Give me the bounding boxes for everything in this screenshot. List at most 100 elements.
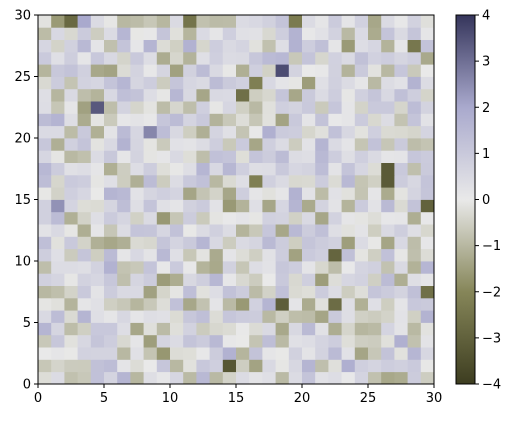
heatmap-cell	[77, 15, 92, 28]
heatmap-cell	[156, 64, 171, 77]
heatmap-cell	[394, 347, 408, 360]
heatmap-cell	[156, 273, 171, 286]
heatmap-cell	[288, 334, 303, 348]
heatmap-cell	[275, 236, 290, 250]
heatmap-cell	[104, 125, 118, 139]
heatmap-cell	[196, 347, 210, 360]
heatmap-cell	[51, 359, 65, 373]
heatmap-cell	[38, 334, 52, 348]
heatmap-cell	[249, 236, 263, 250]
heatmap-cell	[77, 138, 92, 151]
heatmap-cell	[407, 125, 422, 139]
heatmap-cell	[249, 310, 263, 323]
heatmap-cell	[249, 359, 263, 373]
heatmap-cell	[156, 359, 171, 373]
heatmap-cell	[183, 150, 197, 163]
heatmap-cell	[394, 15, 408, 28]
heatmap-cell	[170, 236, 184, 250]
heatmap-cell	[420, 359, 435, 373]
heatmap-cell	[407, 236, 422, 250]
heatmap-cell	[51, 39, 65, 53]
heatmap-cell	[196, 211, 210, 225]
heatmap-cell	[394, 162, 408, 176]
heatmap-cell	[143, 273, 158, 286]
heatmap-cell	[156, 334, 171, 348]
heatmap-cell	[77, 273, 92, 286]
heatmap-cell	[262, 64, 276, 77]
heatmap-cell	[341, 150, 356, 163]
heatmap-cell	[249, 347, 263, 360]
heatmap-cell	[64, 224, 78, 237]
heatmap-cell	[354, 261, 369, 274]
heatmap-cell	[130, 150, 144, 163]
heatmap-cell	[354, 88, 369, 102]
heatmap-cell	[51, 76, 65, 90]
heatmap-cell	[77, 371, 92, 385]
heatmap-cell	[209, 88, 224, 102]
heatmap-cell	[420, 174, 435, 188]
heatmap-cell	[236, 248, 250, 262]
heatmap-cell	[117, 211, 131, 225]
heatmap-cell	[275, 285, 290, 299]
heatmap-cell	[183, 88, 197, 102]
heatmap-cell	[288, 113, 303, 127]
heatmap-cell	[262, 334, 276, 348]
heatmap-cell	[341, 125, 356, 139]
heatmap-cell	[38, 39, 52, 53]
heatmap-cell	[328, 224, 342, 237]
heatmap-cell	[275, 261, 290, 274]
heatmap-cell	[236, 113, 250, 127]
heatmap-cell	[420, 248, 435, 262]
heatmap-cell	[262, 285, 276, 299]
heatmap-cell	[156, 101, 171, 114]
heatmap-cell	[64, 310, 78, 323]
heatmap-cell	[236, 150, 250, 163]
heatmap-cell	[420, 236, 435, 250]
heatmap-cell	[407, 199, 422, 213]
heatmap-cell	[275, 174, 290, 188]
heatmap-cell	[222, 199, 237, 213]
heatmap-cell	[77, 322, 92, 336]
heatmap-cell	[117, 347, 131, 360]
heatmap-cell	[209, 310, 224, 323]
heatmap-cell	[262, 162, 276, 176]
heatmap-cell	[394, 187, 408, 200]
heatmap-cell	[275, 125, 290, 139]
heatmap-cell	[77, 297, 92, 311]
heatmap-cell	[90, 162, 105, 176]
heatmap-cell	[104, 64, 118, 77]
heatmap-cell	[90, 347, 105, 360]
heatmap-cell	[288, 248, 303, 262]
heatmap-cell	[328, 310, 342, 323]
heatmap-cell	[420, 297, 435, 311]
heatmap-cell	[249, 285, 263, 299]
heatmap-cell	[262, 199, 276, 213]
heatmap-cell	[38, 174, 52, 188]
heatmap-cell	[302, 261, 316, 274]
heatmap-cell	[196, 113, 210, 127]
heatmap-cell	[170, 297, 184, 311]
heatmap-cell	[275, 27, 290, 40]
heatmap-cell	[381, 101, 395, 114]
heatmap-cell	[236, 174, 250, 188]
heatmap-cell	[354, 310, 369, 323]
heatmap-cell	[288, 297, 303, 311]
heatmap-cell	[275, 187, 290, 200]
heatmap-cell	[130, 64, 144, 77]
heatmap-cell	[196, 187, 210, 200]
heatmap-cell	[394, 310, 408, 323]
heatmap-cell	[420, 334, 435, 348]
heatmap-cell	[222, 150, 237, 163]
heatmap-cell	[196, 27, 210, 40]
heatmap-cell	[420, 27, 435, 40]
heatmap-cell	[275, 322, 290, 336]
heatmap-cell	[381, 64, 395, 77]
heatmap-cell	[222, 187, 237, 200]
heatmap-cell	[420, 310, 435, 323]
heatmap-cell	[302, 199, 316, 213]
heatmap-cell	[77, 187, 92, 200]
heatmap-cell	[104, 224, 118, 237]
heatmap-cell	[196, 15, 210, 28]
heatmap-cell	[183, 162, 197, 176]
heatmap-cell	[315, 285, 329, 299]
